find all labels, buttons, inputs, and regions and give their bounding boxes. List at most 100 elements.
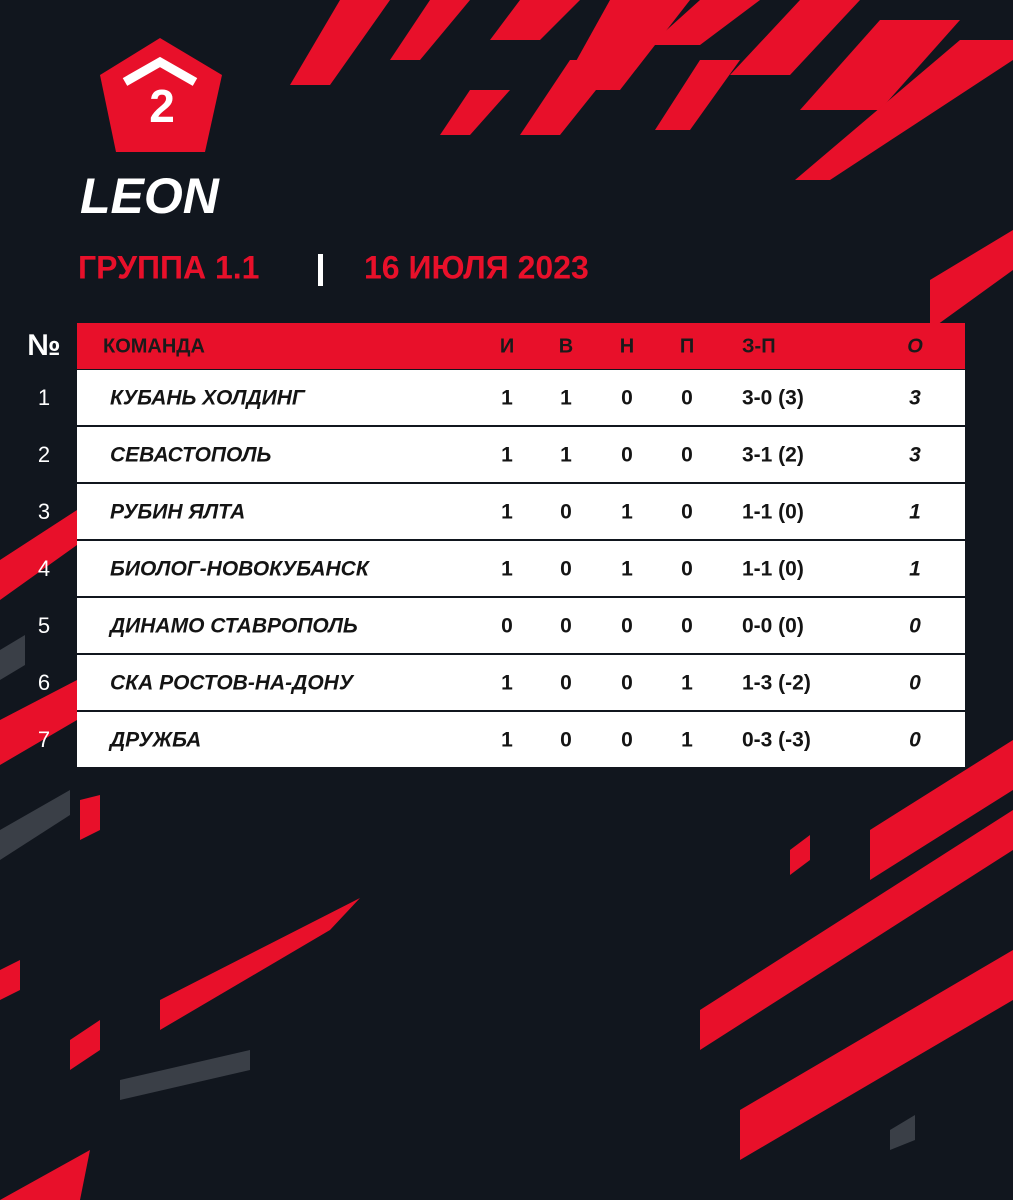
stat-cell: 0: [681, 444, 693, 467]
stat-cell: 1: [621, 501, 633, 524]
stat-cell: 1-1 (0): [742, 558, 804, 581]
stat-cell: 1: [560, 387, 572, 410]
stat-cell: 1: [501, 672, 513, 695]
stripe: [0, 635, 25, 680]
stripe: [80, 795, 100, 840]
group-title: ГРУППА 1.1: [78, 249, 259, 285]
stripe: [930, 230, 1013, 330]
rank: 6: [38, 670, 50, 695]
stripe: [390, 0, 470, 60]
stat-cell: 0: [909, 672, 921, 695]
logo-brand: LEON: [80, 168, 220, 224]
separator: [318, 254, 323, 286]
stripe: [440, 90, 510, 135]
table-row: [77, 598, 965, 653]
stat-cell: 1: [621, 558, 633, 581]
stripe: [800, 20, 960, 110]
stat-cell: 0: [560, 501, 572, 524]
stripe: [890, 1115, 915, 1150]
stat-cell: 0: [560, 672, 572, 695]
stat-cell: 1: [681, 729, 693, 752]
stat-cell: 1: [681, 672, 693, 695]
stripe: [700, 810, 1013, 1050]
stat-cell: 1-1 (0): [742, 501, 804, 524]
stripe: [740, 950, 1013, 1160]
column-header: КОМАНДА: [103, 335, 205, 357]
rank: 7: [38, 727, 50, 752]
stat-cell: 0: [909, 615, 921, 638]
table-header-bar: [77, 323, 965, 369]
decor-grey-stripes: [0, 635, 915, 1150]
stripe: [790, 835, 810, 875]
team-name: ДРУЖБА: [108, 729, 201, 752]
stripe: [0, 1150, 90, 1200]
stripe: [0, 510, 77, 600]
logo-number: 2: [149, 80, 175, 132]
stripe: [0, 960, 20, 1000]
rank: 1: [38, 385, 50, 410]
stat-cell: 0: [621, 444, 633, 467]
stat-cell: 0: [621, 615, 633, 638]
stripe: [70, 1020, 100, 1070]
stat-cell: 0: [560, 615, 572, 638]
stripe: [120, 1050, 250, 1100]
stat-cell: 0: [681, 387, 693, 410]
stat-cell: 0-0 (0): [742, 615, 804, 638]
column-header: В: [559, 335, 573, 357]
rank: 2: [38, 442, 50, 467]
stripe: [290, 0, 390, 85]
stripe: [0, 790, 70, 860]
standings-table: № КОМАНДА И В Н П З-П О 1 КУБАНЬ ХОЛДИНГ 1 1 0 0 3-0 (…: [27, 329, 965, 767]
stripe: [520, 60, 620, 135]
stat-cell: 1: [909, 501, 921, 524]
stripe: [490, 0, 580, 40]
logo-badge: [100, 38, 222, 152]
column-header: П: [680, 335, 694, 357]
stat-cell: 0: [560, 729, 572, 752]
stat-cell: 3-0 (3): [742, 387, 804, 410]
stripe: [655, 60, 740, 130]
logo-chevron: [122, 56, 198, 86]
stripe: [160, 898, 360, 1030]
stripe: [870, 740, 1013, 880]
stat-cell: 0: [621, 729, 633, 752]
column-header: Н: [620, 335, 634, 357]
stat-cell: 1: [909, 558, 921, 581]
stat-cell: 1-3 (-2): [742, 672, 811, 695]
column-header: №: [27, 329, 60, 362]
stat-cell: 0: [681, 615, 693, 638]
team-name: БИОЛОГ-НОВОКУБАНСК: [110, 558, 371, 581]
column-header: О: [907, 335, 923, 357]
column-header: З-П: [742, 335, 776, 357]
logo: 2 LEON: [80, 38, 222, 224]
rank: 3: [38, 499, 50, 524]
rank: 4: [38, 556, 50, 581]
stripe: [795, 40, 1013, 180]
stat-cell: 0: [909, 729, 921, 752]
table-row: [77, 655, 965, 710]
team-name: КУБАНЬ ХОЛДИНГ: [110, 387, 306, 410]
table-row: [77, 370, 965, 425]
stat-cell: 0: [681, 501, 693, 524]
stat-cell: 0: [681, 558, 693, 581]
stat-cell: 3-1 (2): [742, 444, 804, 467]
stat-cell: 1: [560, 444, 572, 467]
team-name: РУБИН ЯЛТА: [110, 501, 245, 524]
stat-cell: 0: [621, 672, 633, 695]
stripe: [0, 680, 77, 765]
stripe: [730, 0, 860, 75]
match-date: 16 ИЮЛЯ 2023: [364, 249, 589, 285]
stripe: [650, 0, 760, 45]
stat-cell: 3: [909, 387, 921, 410]
stat-cell: 1: [501, 387, 513, 410]
stat-cell: 1: [501, 501, 513, 524]
team-name: СЕВАСТОПОЛЬ: [110, 444, 271, 467]
table-row: [77, 541, 965, 596]
stat-cell: 0: [560, 558, 572, 581]
table-row: [77, 427, 965, 482]
table-row: [77, 484, 965, 539]
table-row: [77, 712, 965, 767]
stat-cell: 0-3 (-3): [742, 729, 811, 752]
stat-cell: 0: [621, 387, 633, 410]
